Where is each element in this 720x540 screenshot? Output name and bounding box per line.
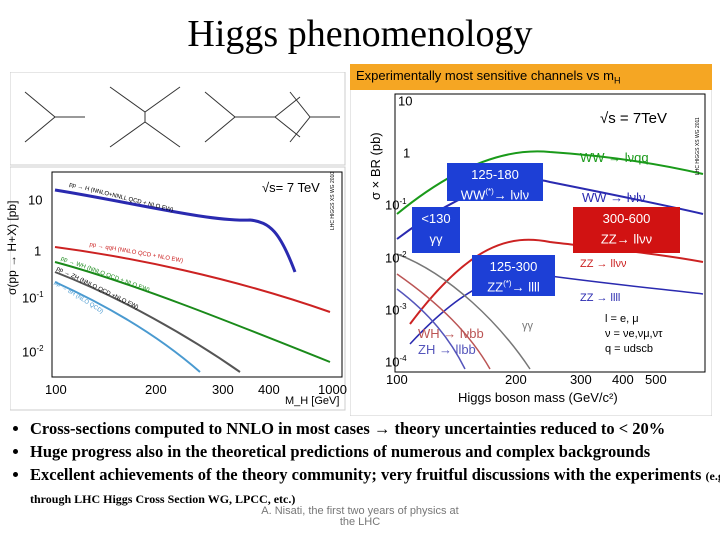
x-tick-label: 100 <box>45 382 67 397</box>
y-label: σ × BR (pb) <box>368 132 383 200</box>
channel: ZZ → llll <box>580 292 621 304</box>
heading: Experimentally most sensitive channels v… <box>356 68 621 86</box>
x-label: M_H [GeV] <box>285 395 340 407</box>
y-tick-label: 10 <box>28 192 43 208</box>
y-tick-label: 10-1 <box>22 290 44 306</box>
callout: <130 γγ <box>412 207 460 253</box>
energy: √s = 7TeV <box>600 110 668 127</box>
y-tick-label: 10-4 <box>385 354 407 370</box>
x-tick-label: 100 <box>386 372 408 387</box>
y-tick-label: 10-2 <box>22 344 44 360</box>
y-label: σ(pp → H+X) [pb] <box>5 200 19 295</box>
left-figure <box>10 72 346 411</box>
callout: 300-600 ZZ→ llνν <box>573 207 680 253</box>
footer: A. Nisati, the first two years of physic… <box>261 505 459 528</box>
channel: ZH → llbb <box>418 342 476 357</box>
callout: 125-300 ZZ(*)→ llll <box>472 255 555 296</box>
bullet: Excellent achievements of the theory com… <box>30 464 720 510</box>
y-tick-label: 10-1 <box>385 197 407 213</box>
legend: q = udscb <box>605 343 654 355</box>
source: LHC HIGGS XS WG 2010 <box>330 171 336 230</box>
y-tick-label: 10 <box>398 93 413 109</box>
x-tick-label: 1000 <box>318 382 347 397</box>
channel: WH → lνbb <box>418 326 484 341</box>
callout: 125-180 WW(*)→ lνlν <box>447 163 543 202</box>
bullet: Cross-sections computed to NNLO in most … <box>30 418 720 441</box>
y-tick-label: 1 <box>34 243 42 259</box>
channel: WW → lνlν <box>582 190 646 205</box>
x-label: Higgs boson mass (GeV/c²) <box>458 390 618 405</box>
x-tick-label: 400 <box>258 382 280 397</box>
x-tick-label: 400 <box>612 372 634 387</box>
legend: ν = νe,νμ,ντ <box>605 328 663 340</box>
x-tick-label: 200 <box>505 372 527 387</box>
y-tick-label: 10-2 <box>385 250 407 266</box>
channel: ZZ → llνν <box>580 258 627 270</box>
x-tick-label: 300 <box>212 382 234 397</box>
title: Higgs phenomenology <box>187 13 533 55</box>
x-tick-label: 200 <box>145 382 167 397</box>
channel: γγ <box>522 320 533 332</box>
y-tick-label: 1 <box>403 145 411 161</box>
energy: √s= 7 TeV <box>262 180 320 195</box>
legend: l = e, μ <box>605 313 639 325</box>
bullet-list: Cross-sections computed to NNLO in most … <box>8 418 720 510</box>
y-tick-label: 10-3 <box>385 302 407 318</box>
source: LHC HIGGS XS WG 2011 <box>695 117 701 175</box>
x-tick-label: 300 <box>570 372 592 387</box>
x-tick-label: 500 <box>645 372 667 387</box>
bullet: Huge progress also in the theoretical pr… <box>30 441 720 464</box>
channel: WW → lνqq <box>580 150 649 165</box>
